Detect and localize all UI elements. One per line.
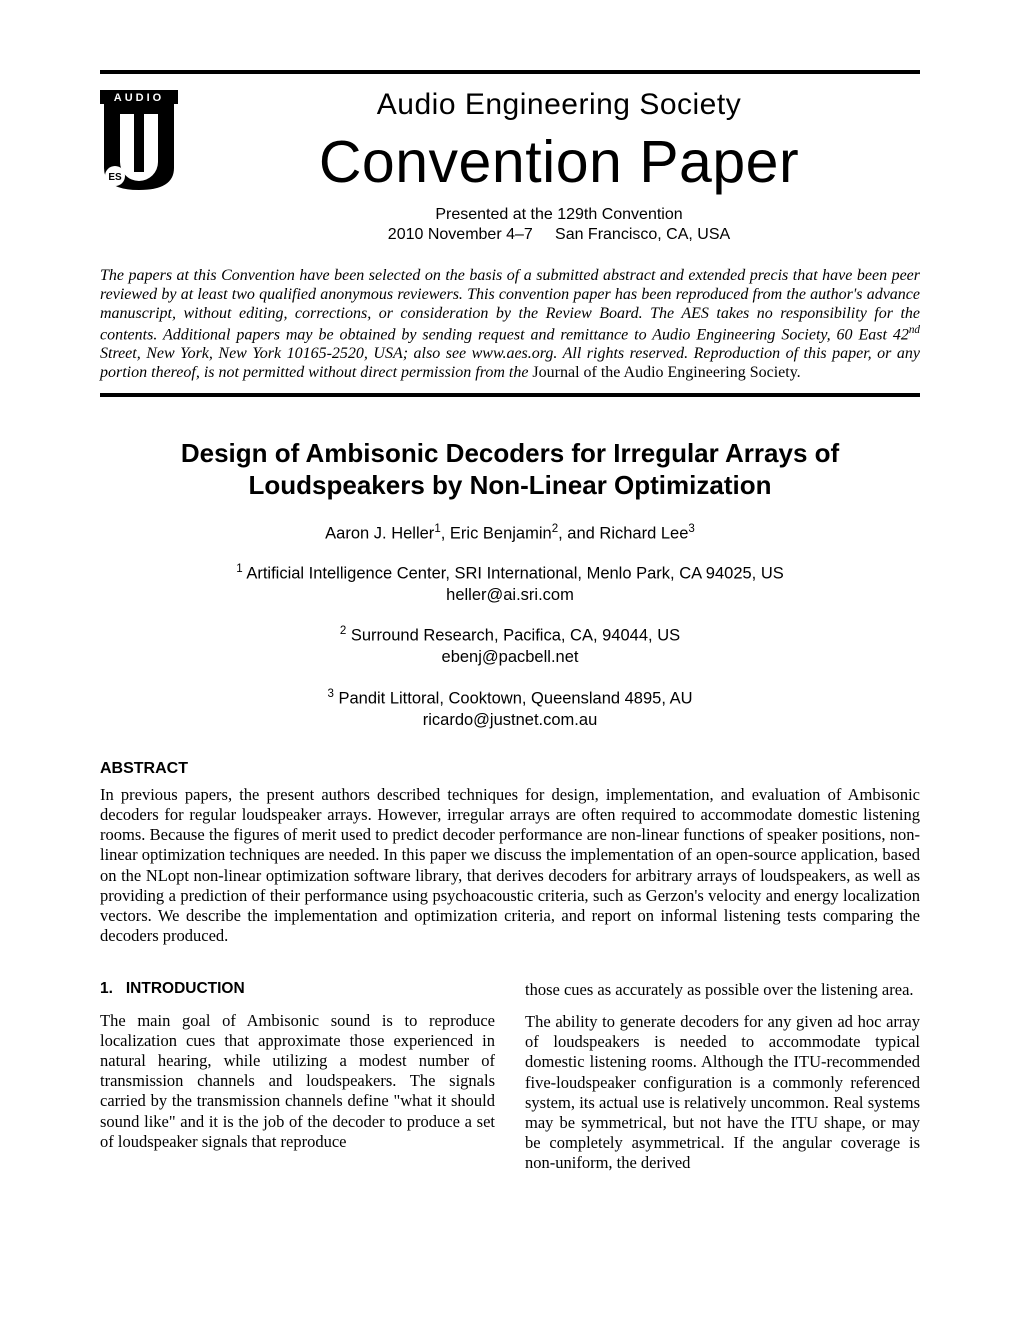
author-3: Richard Lee: [599, 524, 688, 542]
col-left-p1: The main goal of Ambisonic sound is to r…: [100, 1011, 495, 1152]
body-columns: 1. INTRODUCTION The main goal of Ambison…: [100, 980, 920, 1185]
author-sep-2: , and: [558, 524, 599, 542]
affil-1-line1: Artificial Intelligence Center, SRI Inte…: [243, 564, 784, 582]
location: San Francisco, CA, USA: [555, 226, 730, 243]
affil-3-line1: Pandit Littoral, Cooktown, Queensland 48…: [334, 689, 693, 707]
col-right-p1: those cues as accurately as possible ove…: [525, 980, 920, 1000]
affil-1-email: heller@ai.sri.com: [446, 586, 574, 604]
author-sep-1: ,: [441, 524, 450, 542]
affil-2-line1: Surround Research, Pacifica, CA, 94044, …: [346, 627, 680, 645]
sec1-number: 1.: [100, 980, 113, 997]
section-1-heading: 1. INTRODUCTION: [100, 980, 495, 999]
date: 2010 November 4–7: [388, 226, 533, 243]
paper-title: Design of Ambisonic Decoders for Irregul…: [100, 437, 920, 502]
logo-top-text: AUDIO: [114, 92, 164, 104]
col-right-p2: The ability to generate decoders for any…: [525, 1012, 920, 1173]
author-3-sup: 3: [688, 523, 694, 535]
affil-2-email: ebenj@pacbell.net: [442, 648, 579, 666]
author-2: Eric Benjamin: [450, 524, 552, 542]
mid-rule: [100, 393, 920, 397]
authors-line: Aaron J. Heller1, Eric Benjamin2, and Ri…: [100, 522, 920, 544]
top-rule: [100, 70, 920, 74]
disclaimer-prefix: The papers at this Convention have been …: [100, 267, 920, 343]
column-left: 1. INTRODUCTION The main goal of Ambison…: [100, 980, 495, 1185]
header-block: AUDIO ES Audio Engineering Society Conve…: [100, 86, 920, 245]
abstract-heading: ABSTRACT: [100, 759, 920, 779]
convention-paper-title: Convention Paper: [198, 126, 920, 200]
aes-logo: AUDIO ES: [100, 90, 178, 190]
header-text: Audio Engineering Society Convention Pap…: [198, 86, 920, 245]
column-right: those cues as accurately as possible ove…: [525, 980, 920, 1185]
affiliation-2: 2 Surround Research, Pacifica, CA, 94044…: [100, 624, 920, 668]
abstract-body: In previous papers, the present authors …: [100, 785, 920, 946]
affil-3-email: ricardo@justnet.com.au: [423, 711, 598, 729]
paper-title-line1: Design of Ambisonic Decoders for Irregul…: [181, 438, 839, 468]
date-location: 2010 November 4–7 San Francisco, CA, USA: [198, 225, 920, 245]
affiliation-1: 1 Artificial Intelligence Center, SRI In…: [100, 562, 920, 606]
logo-sub-text: ES: [108, 172, 122, 183]
sec1-title: INTRODUCTION: [126, 980, 245, 997]
disclaimer-journal: Journal of the Audio Engineering Society…: [532, 364, 800, 381]
disclaimer-sup: nd: [909, 324, 920, 336]
author-1: Aaron J. Heller: [325, 524, 434, 542]
affiliation-3: 3 Pandit Littoral, Cooktown, Queensland …: [100, 687, 920, 731]
society-name: Audio Engineering Society: [198, 86, 920, 124]
disclaimer-text: The papers at this Convention have been …: [100, 267, 920, 383]
presented-line: Presented at the 129th Convention: [198, 205, 920, 225]
paper-title-line2: Loudspeakers by Non-Linear Optimization: [249, 470, 772, 500]
